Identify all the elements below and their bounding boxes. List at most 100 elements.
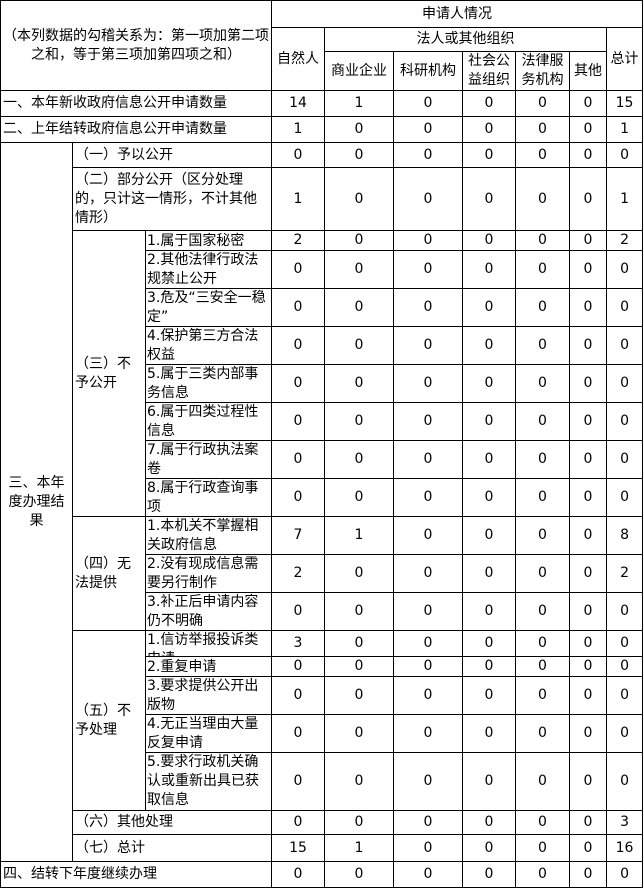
value-cell: 0	[515, 554, 571, 593]
value-cell: 0	[393, 752, 464, 811]
value-cell: 2	[271, 230, 326, 251]
value-cell: 8	[606, 516, 644, 555]
value-cell: 0	[324, 326, 395, 365]
value-cell: 0	[462, 630, 517, 657]
value-cell: 0	[393, 250, 464, 289]
applicant-header: 申请人情况	[271, 0, 644, 28]
table-row: 3.危及“三安全一稳定” 0 0 0 0 0 0 0	[1, 288, 644, 327]
value-cell: 0	[606, 630, 644, 657]
item-label: 3.危及“三安全一稳定”	[144, 288, 273, 327]
value-cell: 0	[515, 714, 571, 753]
value-cell: 7	[271, 516, 326, 555]
value-cell: 0	[462, 167, 517, 231]
value-cell: 0	[606, 676, 644, 715]
value-cell: 0	[462, 752, 517, 811]
value-cell: 0	[569, 676, 608, 715]
value-cell: 0	[606, 402, 644, 441]
item-label-text: 2.重复申请	[147, 658, 217, 675]
col-header-legal-service: 法律服务机构	[515, 51, 571, 91]
item-label-text: 3.要求提供公开出版物	[147, 678, 259, 713]
value-cell: 15	[271, 834, 326, 862]
value-cell: 0	[606, 656, 644, 677]
value-cell: 0	[393, 554, 464, 593]
value-cell: 0	[393, 326, 464, 365]
item-label: 3.补正后申请内容仍不明确	[144, 592, 273, 631]
row-label: 一、本年新收政府信息公开申请数量	[0, 90, 273, 117]
value-cell: 0	[271, 810, 326, 835]
value-cell: 14	[271, 90, 326, 117]
group-label: （六）其他处理	[71, 810, 273, 835]
value-cell: 0	[569, 656, 608, 677]
col-header-research: 科研机构	[393, 51, 464, 91]
value-cell: 0	[606, 440, 644, 479]
table-row: 一、本年新收政府信息公开申请数量 14 1 0 0 0 0 15	[0, 90, 644, 117]
value-cell: 0	[569, 364, 608, 403]
value-cell: 0	[606, 861, 644, 888]
value-cell: 3	[606, 810, 644, 835]
value-cell: 0	[515, 90, 571, 117]
value-cell: 0	[515, 478, 571, 517]
value-cell: 0	[569, 250, 608, 289]
value-cell: 0	[515, 402, 571, 441]
value-cell: 0	[393, 440, 464, 479]
value-cell: 0	[462, 516, 517, 555]
value-cell: 0	[393, 592, 464, 631]
group-label: （四）无法提供	[72, 516, 146, 631]
value-cell: 0	[569, 554, 608, 593]
item-label: 1.信访举报投诉类申请	[144, 630, 273, 657]
value-cell: 0	[515, 250, 571, 289]
value-cell: 0	[393, 861, 464, 888]
item-label-text: 2.没有现成信息需要另行制作	[147, 556, 259, 591]
item-label-text: 4.保护第三方合法权益	[147, 328, 259, 363]
value-cell: 0	[462, 656, 517, 677]
value-cell: 0	[324, 861, 395, 888]
value-cell: 0	[324, 752, 395, 811]
value-cell: 0	[569, 592, 608, 631]
value-cell: 0	[462, 230, 517, 251]
value-cell: 2	[271, 554, 326, 593]
value-cell: 0	[324, 630, 395, 657]
value-cell: 0	[324, 810, 395, 835]
section-label: 三、本年度办理结果	[0, 142, 73, 862]
value-cell: 0	[515, 440, 571, 479]
total-header: 总计	[606, 27, 644, 91]
value-cell: 0	[462, 834, 517, 862]
value-cell: 0	[569, 478, 608, 517]
value-cell: 0	[324, 116, 395, 143]
value-cell: 0	[393, 630, 464, 657]
value-cell: 0	[515, 364, 571, 403]
value-cell: 0	[393, 656, 464, 677]
value-cell: 0	[606, 714, 644, 753]
value-cell: 0	[462, 326, 517, 365]
value-cell: 0	[393, 142, 464, 168]
value-cell: 0	[324, 440, 395, 479]
item-label-text: 5.要求行政机关确认或重新出具已获取信息	[147, 754, 259, 808]
item-label: 6.属于四类过程性信息	[144, 402, 273, 441]
group-label: （五）不予处理	[72, 630, 146, 811]
table-row: （四）无法提供 1.本机关不掌握相关政府信息 7 1 0 0 0 0 8	[1, 516, 644, 631]
value-cell: 0	[569, 861, 608, 888]
item-label-text: 1.本机关不掌握相关政府信息	[147, 518, 259, 553]
item-label-text: 7.属于行政执法案卷	[147, 442, 259, 477]
table-row: （六）其他处理 0 0 0 0 0 0 3	[1, 810, 644, 835]
value-cell: 1	[324, 516, 395, 555]
value-cell: 0	[324, 676, 395, 715]
value-cell: 0	[606, 326, 644, 365]
col-header-public-welfare: 社会公益组织	[462, 51, 517, 91]
table-row: （二）部分公开（区分处理的，只计这一情形，不计其他情形） 1 0 0 0 0 0 1	[1, 167, 644, 231]
group-label: （一）予以公开	[71, 142, 273, 168]
value-cell: 0	[569, 116, 608, 143]
value-cell: 3	[271, 630, 326, 657]
table-row: 二、上年结转政府信息公开申请数量 1 0 0 0 0 0 1	[0, 116, 644, 143]
value-cell: 0	[462, 810, 517, 835]
value-cell: 1	[271, 167, 326, 231]
value-cell: 0	[606, 142, 644, 168]
table-row: 四、结转下年度继续办理 0 0 0 0 0 0 0	[0, 861, 644, 888]
value-cell: 0	[606, 364, 644, 403]
natural-person-header: 自然人	[271, 27, 326, 91]
item-label-text: 1.信访举报投诉类申请	[147, 632, 259, 656]
table-row: 三、本年度办理结果 （一）予以公开 0 0 0 0 0 0 0	[0, 142, 644, 862]
value-cell: 0	[606, 752, 644, 811]
item-label: 1.本机关不掌握相关政府信息	[144, 516, 273, 555]
value-cell: 2	[606, 230, 644, 251]
